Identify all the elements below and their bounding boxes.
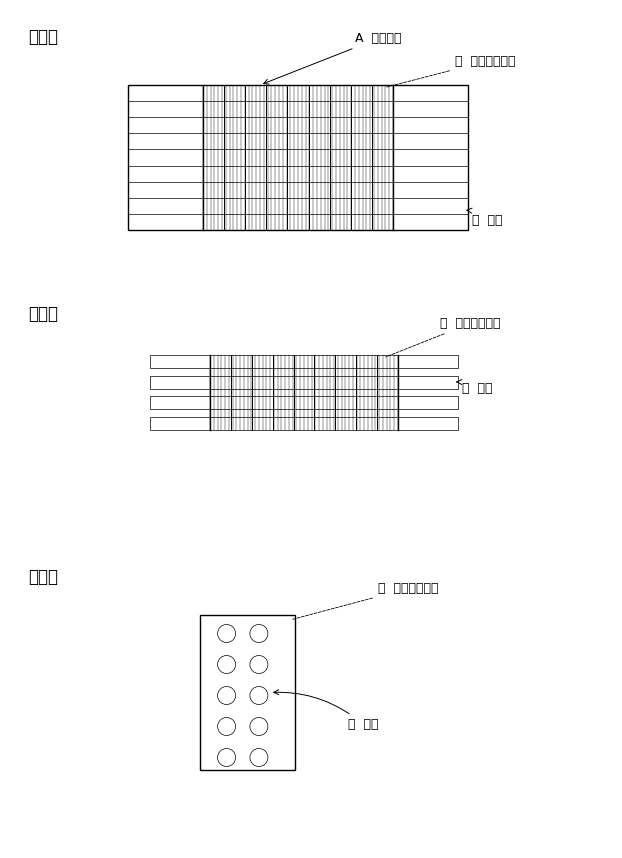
Circle shape bbox=[218, 748, 236, 766]
Text: １  アルミフィン: １ アルミフィン bbox=[293, 582, 439, 619]
Circle shape bbox=[250, 625, 268, 643]
Bar bbox=[150, 355, 458, 368]
Bar bbox=[200, 615, 295, 770]
Text: （ｂ）: （ｂ） bbox=[28, 305, 58, 323]
Bar bbox=[150, 417, 458, 430]
Text: ２  配管: ２ 配管 bbox=[466, 208, 503, 227]
Circle shape bbox=[218, 717, 236, 735]
Text: １  アルミフィン: １ アルミフィン bbox=[386, 317, 501, 357]
Circle shape bbox=[218, 625, 236, 643]
Circle shape bbox=[250, 748, 268, 766]
Bar bbox=[150, 396, 458, 409]
Bar bbox=[150, 376, 458, 389]
Bar bbox=[128, 85, 468, 230]
Circle shape bbox=[218, 656, 236, 674]
Text: １  アルミフィン: １ アルミフィン bbox=[386, 55, 516, 88]
Text: A  熱交換器: A 熱交換器 bbox=[264, 32, 401, 84]
Circle shape bbox=[250, 717, 268, 735]
Text: （ａ）: （ａ） bbox=[28, 28, 58, 46]
Text: ２  配管: ２ 配管 bbox=[457, 379, 493, 395]
Circle shape bbox=[218, 686, 236, 704]
Circle shape bbox=[250, 686, 268, 704]
Text: ２  配管: ２ 配管 bbox=[274, 690, 379, 731]
Circle shape bbox=[250, 656, 268, 674]
Text: （ｃ）: （ｃ） bbox=[28, 568, 58, 586]
